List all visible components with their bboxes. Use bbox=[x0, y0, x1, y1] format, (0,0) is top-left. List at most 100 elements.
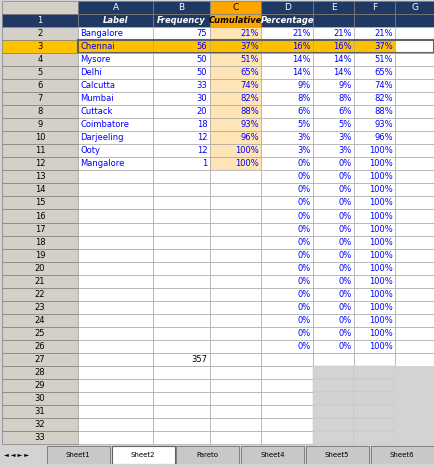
Bar bbox=[78, 262, 153, 275]
Text: Sheet4: Sheet4 bbox=[260, 453, 284, 458]
Bar bbox=[395, 340, 433, 353]
Text: 51%: 51% bbox=[240, 55, 259, 64]
Bar bbox=[2, 1, 78, 14]
Bar bbox=[312, 249, 353, 262]
Text: 100%: 100% bbox=[368, 198, 392, 207]
Bar bbox=[312, 79, 353, 92]
Text: 6%: 6% bbox=[338, 107, 351, 116]
Bar bbox=[209, 327, 261, 340]
Text: 0%: 0% bbox=[297, 277, 310, 285]
Bar bbox=[153, 366, 209, 379]
Text: 8%: 8% bbox=[297, 94, 310, 103]
Bar bbox=[261, 392, 312, 405]
Bar bbox=[78, 327, 153, 340]
Text: 2: 2 bbox=[37, 29, 43, 38]
Bar bbox=[209, 170, 261, 183]
Text: 21%: 21% bbox=[374, 29, 392, 38]
Bar bbox=[78, 431, 153, 444]
Bar bbox=[2, 262, 78, 275]
Text: 8%: 8% bbox=[338, 94, 351, 103]
Text: 7: 7 bbox=[37, 94, 43, 103]
Text: 14%: 14% bbox=[333, 55, 351, 64]
Bar bbox=[78, 132, 153, 144]
Bar bbox=[78, 1, 153, 14]
Bar bbox=[209, 405, 261, 418]
Bar bbox=[78, 105, 153, 118]
Bar bbox=[312, 53, 353, 66]
Bar bbox=[153, 262, 209, 275]
Text: 0%: 0% bbox=[338, 263, 351, 273]
Text: 0%: 0% bbox=[297, 329, 310, 338]
Bar bbox=[353, 105, 395, 118]
Bar bbox=[153, 379, 209, 392]
Text: 21: 21 bbox=[35, 277, 45, 285]
Bar bbox=[353, 92, 395, 105]
Bar bbox=[209, 66, 261, 79]
Bar bbox=[78, 418, 153, 431]
Bar bbox=[312, 197, 353, 210]
Text: 0%: 0% bbox=[297, 198, 310, 207]
Bar bbox=[312, 235, 353, 249]
Bar bbox=[2, 40, 78, 53]
Text: Mumbai: Mumbai bbox=[80, 94, 114, 103]
Text: Sheet2: Sheet2 bbox=[130, 453, 155, 458]
Text: F: F bbox=[372, 3, 376, 12]
Text: 16%: 16% bbox=[332, 42, 351, 51]
Text: 0%: 0% bbox=[338, 160, 351, 168]
Bar bbox=[153, 249, 209, 262]
Bar bbox=[395, 79, 433, 92]
Bar bbox=[395, 157, 433, 170]
Bar bbox=[2, 314, 78, 327]
Bar bbox=[312, 379, 353, 392]
Bar bbox=[261, 14, 312, 27]
Bar bbox=[209, 183, 261, 197]
Text: Ooty: Ooty bbox=[80, 146, 100, 155]
Bar bbox=[312, 392, 353, 405]
Text: 100%: 100% bbox=[368, 342, 392, 351]
Bar bbox=[78, 157, 153, 170]
Bar bbox=[153, 157, 209, 170]
Bar bbox=[240, 446, 303, 464]
Text: ◄ ◄ ► ►: ◄ ◄ ► ► bbox=[4, 453, 29, 458]
Bar bbox=[153, 222, 209, 235]
Bar bbox=[261, 197, 312, 210]
Bar bbox=[395, 183, 433, 197]
Bar bbox=[395, 170, 433, 183]
Bar bbox=[353, 79, 395, 92]
Bar bbox=[395, 235, 433, 249]
Bar bbox=[261, 92, 312, 105]
Bar bbox=[261, 314, 312, 327]
Text: Frequency: Frequency bbox=[157, 16, 205, 25]
Bar bbox=[305, 446, 368, 464]
Bar bbox=[353, 183, 395, 197]
Text: Bangalore: Bangalore bbox=[80, 29, 123, 38]
Bar bbox=[209, 392, 261, 405]
Bar bbox=[153, 14, 209, 27]
Bar bbox=[395, 222, 433, 235]
Text: 5%: 5% bbox=[297, 120, 310, 129]
Text: 0%: 0% bbox=[338, 342, 351, 351]
Bar bbox=[112, 446, 174, 464]
Bar bbox=[353, 418, 395, 431]
Text: Mysore: Mysore bbox=[80, 55, 111, 64]
Bar bbox=[2, 366, 78, 379]
Bar bbox=[176, 446, 239, 464]
Bar bbox=[209, 301, 261, 314]
Text: Cuttack: Cuttack bbox=[80, 107, 112, 116]
Bar bbox=[312, 340, 353, 353]
Bar bbox=[209, 379, 261, 392]
Text: Sheet5: Sheet5 bbox=[324, 453, 349, 458]
Text: 14%: 14% bbox=[292, 68, 310, 77]
Bar bbox=[395, 92, 433, 105]
Bar bbox=[78, 40, 433, 53]
Text: 56: 56 bbox=[196, 42, 207, 51]
Bar bbox=[2, 222, 78, 235]
Text: 0%: 0% bbox=[338, 290, 351, 299]
Text: 100%: 100% bbox=[368, 185, 392, 194]
Text: 0%: 0% bbox=[297, 263, 310, 273]
Bar bbox=[153, 353, 209, 366]
Bar bbox=[353, 262, 395, 275]
Text: 100%: 100% bbox=[235, 146, 259, 155]
Bar bbox=[261, 183, 312, 197]
Bar bbox=[312, 157, 353, 170]
